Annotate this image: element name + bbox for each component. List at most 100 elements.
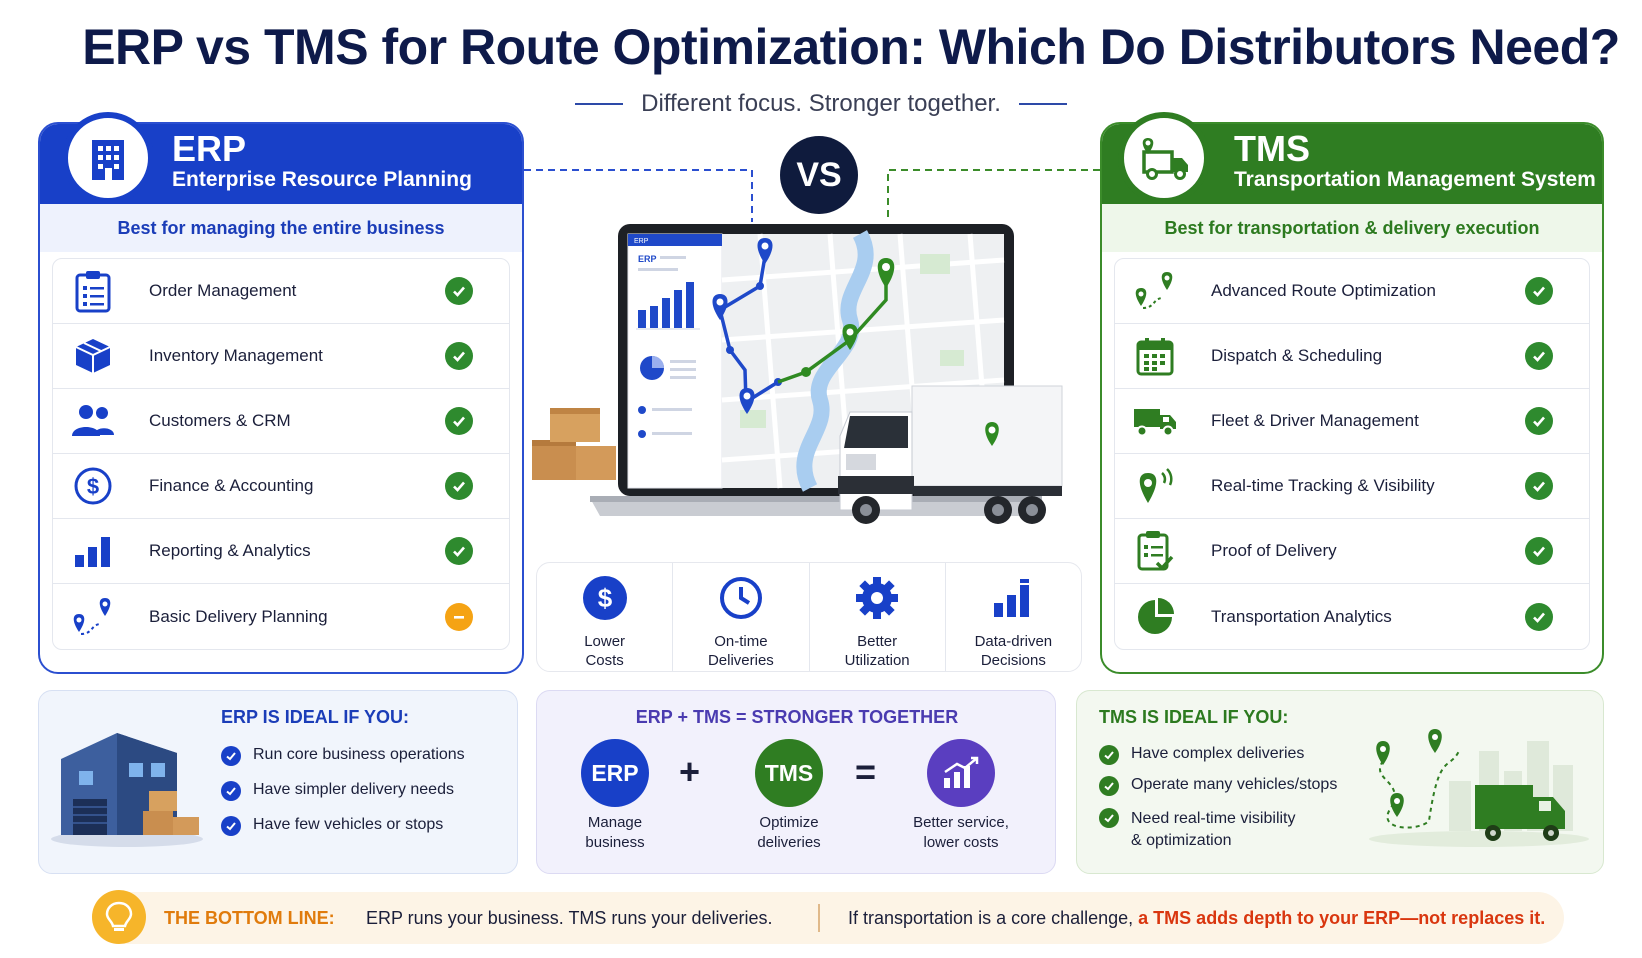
feature-label: Inventory Management [149,346,323,365]
together-title: ERP + TMS = STRONGER TOGETHER [635,707,959,727]
check-icon [445,537,473,565]
feature-label: Transportation Analytics [1211,606,1392,626]
tms-feature-item: Transportation Analytics [1115,584,1589,649]
bottom-line-bar: THE BOTTOM LINE: ERP runs your business.… [92,892,1564,944]
tms-feature-item: Dispatch & Scheduling [1115,324,1589,389]
clock-icon [718,575,764,626]
route-pin-icon [1129,269,1181,313]
feature-label: Fleet & Driver Management [1211,411,1419,430]
erp-feature-item: Order Management [53,259,509,324]
benefit-item: Better Utilization [810,563,946,671]
check-icon [1099,745,1119,765]
tms-ideal-item: Operate many vehicles/stops [1099,776,1337,796]
subtitle-line-left [575,103,624,105]
vs-badge: VS [780,136,858,214]
tms-ideal-title: TMS IS IDEAL IF YOU: [1099,707,1289,727]
ideal-item-text: Operate many vehicles/stops [1131,776,1338,793]
erp-feature-item: Inventory Management [53,324,509,389]
benefits-strip: $ Lower Costs On-time Deliveries Better … [536,562,1082,672]
equals-sign: = [855,751,877,792]
erp-feature-item: Basic Delivery Planning [53,584,509,649]
check-icon [1525,602,1553,631]
benefit-item: $ Lower Costs [537,563,674,671]
dollar-icon: $ [67,464,119,508]
tracking-pin-icon [1129,464,1181,508]
ideal-item-text: Have simpler delivery needs [253,781,454,798]
erp-feature-item: Reporting & Analytics [53,519,509,584]
erp-full-name: Enterprise Resource Planning [172,168,472,191]
tms-feature-list: Advanced Route Optimization Dispatch & S… [1114,258,1590,650]
pie-chart-icon [1129,595,1181,639]
laptop-screen-text: ERP [638,254,657,264]
feature-label: Dispatch & Scheduling [1211,346,1383,365]
check-icon [1525,472,1553,500]
tms-circle: TMS [755,739,823,807]
feature-label: Finance & Accounting [149,476,314,495]
bottom-line-highlight: a TMS adds depth to your ERP—not replace… [1138,907,1546,928]
ideal-item-text: Have few vehicles or stops [253,816,444,833]
erp-ideal-title: ERP IS IDEAL IF YOU: [221,707,410,727]
cardboard-boxes [532,408,616,480]
users-icon [67,399,119,443]
erp-ideal-item: Run core business operations [221,746,465,766]
result-label: Better service, lower costs [913,814,1009,851]
check-icon [445,342,473,370]
erp-circle: ERP [581,739,649,807]
tms-ideal-item: Have complex deliveries [1099,745,1304,765]
warehouse-illustration [51,733,203,847]
feature-label: Real-time Tracking & Visibility [1211,476,1435,495]
tms-feature-item: Proof of Delivery [1115,519,1589,584]
bar-chart-icon [67,529,119,573]
check-icon [221,781,241,801]
growth-chart-icon [927,739,995,807]
plus-sign: + [679,751,701,792]
bottom-line-divider [818,904,820,932]
tms-full-name: Transportation Management System [1234,168,1596,191]
check-icon [1525,342,1553,370]
clipboard-list-icon [67,269,119,313]
delivery-truck-icon [1118,112,1210,204]
check-icon [221,816,241,836]
check-icon [1525,407,1553,435]
box-icon [67,334,119,378]
building-icon [62,112,154,204]
calendar-icon [1129,334,1181,378]
laptop-brand-text: ERP [634,238,649,245]
truck-icon [1129,399,1181,443]
bottom-line-note: If transportation is a core challenge, a… [848,908,1545,929]
feature-label: Reporting & Analytics [149,541,311,560]
subtitle: Different focus. Stronger together. [641,90,1001,117]
laptop-map-truck-illustration: ERP ERP [532,224,1063,524]
erp-ideal-card: ERP IS IDEAL IF YOU: Run core business o… [38,690,518,874]
check-icon [1099,776,1119,796]
tms-feature-item: Advanced Route Optimization [1115,259,1589,324]
city-route-illustration [1369,729,1589,847]
tms-ideal-card: TMS IS IDEAL IF YOU: Have complex delive… [1076,690,1604,874]
bottom-line-note-text: If transportation is a core challenge, [848,907,1139,928]
erp-feature-item: $ Finance & Accounting [53,454,509,519]
benefit-item: Data-driven Decisions [946,563,1081,671]
check-icon [1525,277,1553,305]
erp-best-for: Best for managing the entire business [40,204,522,252]
tms-feature-item: Real-time Tracking & Visibility [1115,454,1589,519]
svg-text:$: $ [87,474,99,499]
bottom-line-label: THE BOTTOM LINE: [164,907,335,928]
tms-title: TMS [1234,128,1310,169]
tms-feature-item: Fleet & Driver Management [1115,389,1589,454]
benefit-label: Data-driven Decisions [974,633,1053,669]
benefit-label: Better Utilization [844,633,910,669]
partial-icon [445,602,473,631]
feature-label: Basic Delivery Planning [149,606,328,626]
stronger-together-card: ERP + TMS = STRONGER TOGETHER ERP + TMS … [536,690,1056,874]
erp-ideal-item: Have simpler delivery needs [221,781,454,801]
erp-panel: ERP Enterprise Resource Planning Best fo… [38,122,524,674]
subtitle-line-right [1018,103,1067,105]
erp-ideal-item: Have few vehicles or stops [221,816,443,836]
gear-icon [854,575,900,626]
feature-label: Order Management [149,281,297,300]
erp-circle-label: Manage business [585,814,645,851]
route-pin-icon [67,595,119,639]
check-icon [221,746,241,766]
benefit-label: On-time Deliveries [707,633,774,669]
